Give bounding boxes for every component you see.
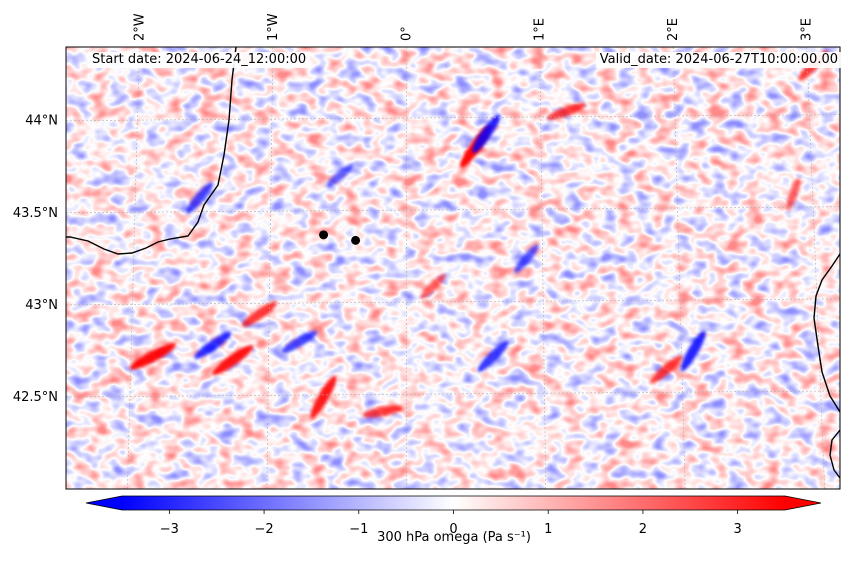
graticule <box>66 47 840 489</box>
omega-feature <box>472 114 501 153</box>
latitude-tick-label: 44°N <box>25 114 58 129</box>
omega-feature <box>185 182 214 214</box>
map-frame <box>65 46 841 490</box>
longitude-tick-label: 0° <box>399 26 414 41</box>
colorbar-tick-label: 0 <box>449 522 457 537</box>
start-date-label: Start date: 2024-06-24_12:00:00 <box>88 52 311 68</box>
colorbar-body <box>122 496 785 510</box>
latitude-tick-label: 43.5°N <box>13 206 58 221</box>
station-1-marker <box>319 230 329 240</box>
omega-feature <box>650 355 683 384</box>
omega-features <box>129 50 829 419</box>
parallel-line <box>66 390 840 398</box>
omega-feature <box>786 178 801 211</box>
colorbar-tick-label: 1 <box>544 522 552 537</box>
colorbar-tick-label: −3 <box>160 522 179 537</box>
colorbar-outline <box>85 495 822 511</box>
colorbar-label: 300 hPa omega (Pa s⁻¹) <box>377 530 531 545</box>
colorbar-extend-max <box>785 496 821 510</box>
meridian-line <box>127 47 140 489</box>
longitude-tick-label: 1°W <box>266 13 281 41</box>
latitude-tick-labels: 42.5°N 43°N 43.5°N 44°N <box>13 114 58 405</box>
omega-field <box>66 47 840 489</box>
omega-feature <box>680 330 706 372</box>
longitude-tick-labels: 2°W 1°W 0° 1°E 2°E 3°E <box>132 13 814 41</box>
colorbar-extend-min <box>86 496 122 510</box>
station-markers <box>319 230 361 245</box>
parallel-line <box>66 206 840 214</box>
omega-feature <box>129 343 176 370</box>
coastline-east <box>813 253 840 413</box>
omega-feature <box>241 301 278 327</box>
parallel-line <box>66 298 840 306</box>
meridian-line <box>539 47 547 489</box>
longitude-tick-label: 3°E <box>800 18 815 41</box>
omega-feature <box>212 345 254 376</box>
longitude-tick-label: 1°E <box>533 18 548 41</box>
colorbar: −3 −2 −1 0 1 2 3 <box>85 495 822 537</box>
meridian-line <box>672 47 686 489</box>
omega-feature <box>194 331 232 359</box>
colorbar-tick-label: −2 <box>254 522 273 537</box>
latitude-tick-label: 43°N <box>25 298 58 313</box>
colorbar-tick-label: −1 <box>349 522 368 537</box>
map-panel <box>65 46 841 490</box>
coastline-west <box>66 47 237 255</box>
longitude-tick-label: 2°E <box>666 18 681 41</box>
valid-date-label: Valid_date: 2024-06-27T10:00:00.00 <box>595 52 842 68</box>
omega-feature <box>420 273 446 299</box>
colorbar-tick-label: 3 <box>734 522 742 537</box>
omega-feature <box>362 405 403 418</box>
parallel-line <box>66 114 840 121</box>
colorbar-tick-label: 2 <box>639 522 647 537</box>
omega-feature <box>546 103 587 120</box>
station-2-marker <box>351 235 361 245</box>
omega-feature <box>310 375 337 419</box>
omega-feature <box>477 340 509 372</box>
longitude-tick-label: 2°W <box>132 13 147 41</box>
coastline-southeast <box>829 429 840 479</box>
latitude-tick-label: 42.5°N <box>13 390 58 405</box>
omega-feature <box>514 244 539 274</box>
omega-feature <box>326 164 354 188</box>
omega-feature <box>281 330 318 353</box>
colorbar-ticks: −3 −2 −1 0 1 2 3 <box>160 510 742 537</box>
meridian-line <box>266 47 274 489</box>
meridian-line <box>806 47 825 489</box>
